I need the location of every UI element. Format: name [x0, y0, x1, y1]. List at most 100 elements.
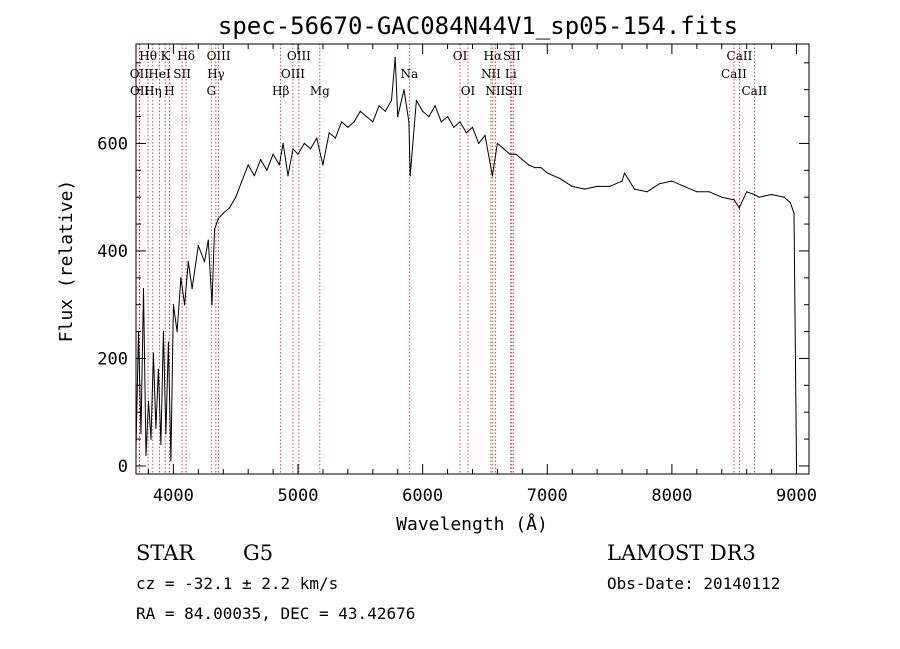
data-point-12 [165, 433, 167, 435]
data-point-47 [341, 121, 343, 123]
spectral-line-label-25: CaII [727, 49, 753, 63]
data-point-105 [789, 202, 791, 204]
object-class: STAR [136, 541, 195, 565]
data-point-80 [534, 167, 536, 169]
data-point-34 [266, 169, 268, 171]
data-point-33 [260, 159, 262, 161]
spectral-line-label-4: HeI [148, 67, 171, 81]
data-point-52 [372, 121, 374, 123]
data-point-26 [217, 218, 219, 220]
spectral-line-label-12: OIII [287, 49, 311, 63]
data-point-13 [167, 341, 169, 343]
data-point-14 [170, 460, 172, 462]
x-tick-label-3: 7000 [527, 486, 568, 506]
x-tick-label-1: 5000 [278, 486, 319, 506]
data-point-23 [207, 239, 209, 241]
data-point-44 [322, 164, 324, 166]
data-point-98 [733, 199, 735, 201]
data-point-41 [303, 142, 305, 144]
data-point-66 [447, 116, 449, 118]
spectral-line-label-26: CaII [721, 67, 747, 81]
data-point-59 [408, 121, 410, 123]
spectral-line-label-8: H [164, 84, 174, 98]
spectral-line-label-22: SII [503, 49, 521, 63]
data-point-77 [515, 153, 517, 155]
spectral-line-label-3: K [161, 49, 171, 63]
data-point-69 [465, 132, 467, 134]
x-tick-label-5: 9000 [776, 486, 817, 506]
data-point-96 [708, 191, 710, 193]
data-point-106 [793, 212, 795, 214]
data-point-83 [559, 177, 561, 179]
y-tick-label-1: 200 [97, 349, 128, 369]
data-point-29 [235, 196, 237, 198]
data-point-39 [292, 148, 294, 150]
data-point-72 [484, 134, 486, 136]
redshift-velocity: cz = -32.1 ± 2.2 km/s [136, 574, 338, 593]
data-point-74 [496, 142, 498, 144]
data-point-17 [180, 277, 182, 279]
data-point-54 [384, 110, 386, 112]
data-point-71 [478, 142, 480, 144]
x-tick-label-2: 6000 [402, 486, 443, 506]
data-point-16 [176, 331, 178, 333]
chart-title: spec-56670-GAC084N44V1_sp05-154.fits [218, 12, 738, 40]
data-point-73 [491, 175, 493, 177]
data-point-10 [160, 443, 162, 445]
data-point-25 [213, 228, 216, 230]
data-point-90 [633, 188, 636, 190]
data-point-40 [297, 153, 299, 155]
spectral-line-label-24: SII [505, 84, 523, 98]
spectral-line-label-20: NII [481, 67, 501, 81]
series-line-flux [135, 56, 797, 466]
data-point-95 [696, 191, 698, 193]
data-point-5 [147, 400, 150, 402]
data-point-88 [621, 180, 623, 182]
data-point-63 [428, 116, 430, 118]
spectral-line-label-1: OII [130, 67, 150, 81]
data-point-55 [390, 99, 393, 101]
data-point-51 [366, 116, 368, 118]
sky-coordinates: RA = 84.00035, DEC = 43.42676 [136, 604, 415, 623]
data-point-82 [546, 172, 548, 174]
data-point-46 [334, 137, 336, 139]
data-point-37 [282, 142, 284, 144]
data-point-30 [241, 180, 243, 182]
data-point-7 [152, 352, 154, 354]
data-point-101 [753, 193, 755, 196]
observation-date: Obs-Date: 20140112 [607, 574, 780, 593]
data-point-35 [272, 153, 274, 155]
data-point-56 [394, 56, 396, 59]
data-point-49 [353, 121, 355, 123]
data-point-60 [409, 175, 411, 177]
spectral-line-label-14: Hβ [272, 84, 289, 98]
x-tick-label-4: 8000 [651, 486, 692, 506]
data-point-21 [197, 245, 199, 247]
data-point-18 [184, 304, 186, 306]
plot-frame [135, 43, 810, 475]
spectral-line-label-23: Li [505, 67, 517, 81]
data-point-27 [222, 212, 224, 214]
data-point-2 [140, 433, 142, 435]
data-point-93 [671, 180, 673, 182]
data-point-92 [658, 183, 661, 185]
data-point-3 [142, 288, 145, 290]
y-tick-label-3: 600 [97, 134, 128, 154]
data-point-75 [503, 148, 505, 150]
data-point-48 [347, 126, 349, 128]
data-point-28 [228, 207, 231, 209]
data-point-24 [211, 304, 213, 306]
y-tick-label-0: 0 [118, 457, 128, 477]
data-point-84 [571, 185, 573, 187]
data-point-68 [459, 121, 461, 123]
spectral-line-label-5: Hη [144, 84, 162, 98]
spectral-line-label-13: OIII [281, 67, 305, 81]
data-point-67 [453, 126, 455, 128]
data-point-65 [440, 121, 442, 123]
data-point-62 [422, 110, 424, 112]
data-point-58 [403, 89, 405, 91]
data-point-99 [738, 207, 740, 209]
spectral-line-label-0: Hθ [139, 49, 157, 63]
data-point-89 [623, 172, 626, 174]
